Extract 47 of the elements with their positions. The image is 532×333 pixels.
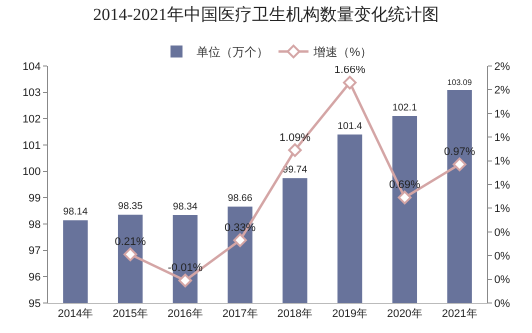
y2-tick-label: 0% [494, 250, 510, 262]
point [342, 76, 357, 90]
y-tick-label: 102 [22, 114, 41, 126]
y2-tick-label: 0% [494, 226, 510, 239]
y-tick-label: 98 [28, 218, 41, 231]
point [398, 190, 412, 204]
point [233, 233, 247, 248]
y-tick-label: 97 [28, 245, 41, 258]
y2-tick-label: 1% [494, 132, 510, 144]
y-tick-label: 104 [22, 60, 41, 73]
y-tick-label: 95 [28, 298, 41, 310]
legend-label: 增速（%） [312, 45, 372, 60]
x-tick-label: 2017年 [222, 308, 258, 320]
y-tick-label: 96 [28, 272, 41, 284]
x-tick-label: 2021年 [442, 308, 478, 320]
y-tick-label: 100 [22, 166, 41, 178]
data-label: 103.09 [447, 78, 472, 87]
y2-tick-label: 1% [494, 203, 510, 216]
y-tick-label: 101 [22, 140, 41, 152]
y2-tick-label: 2% [494, 60, 510, 73]
y-tick-label: 103 [22, 87, 41, 100]
point [178, 274, 192, 288]
point [123, 248, 138, 262]
y2-tick-label: 1% [494, 179, 510, 192]
data-label: 98.14 [63, 206, 88, 218]
legend-label: 单位（万个） [196, 45, 268, 60]
chart-title: 2014-2021年中国医疗卫生机构数量变化统计图 [93, 5, 439, 24]
x-tick-label: 2016年 [167, 308, 203, 320]
x-tick-label: 2020年 [386, 308, 422, 320]
data-label: 102.1 [392, 102, 418, 114]
y2-tick-label: 1% [494, 156, 510, 168]
y2-tick-label: 0% [494, 298, 510, 310]
data-label: 1.09% [279, 132, 311, 144]
data-label: 98.66 [228, 192, 253, 204]
y-tick-label: 99 [28, 192, 41, 205]
data-label: 98.34 [172, 201, 198, 212]
x-tick-label: 2018年 [277, 308, 313, 320]
point [452, 158, 466, 172]
y2-tick-label: 2% [494, 84, 510, 97]
y2-tick-label: 1% [494, 108, 510, 120]
y2-tick-label: 0% [494, 274, 510, 286]
x-tick-label: 2014年 [58, 308, 94, 320]
data-label: 101.4 [337, 120, 363, 132]
point [288, 143, 302, 157]
x-tick-label: 2019年 [332, 308, 368, 320]
x-tick-label: 2015年 [112, 308, 148, 320]
data-label: 98.35 [118, 201, 144, 212]
